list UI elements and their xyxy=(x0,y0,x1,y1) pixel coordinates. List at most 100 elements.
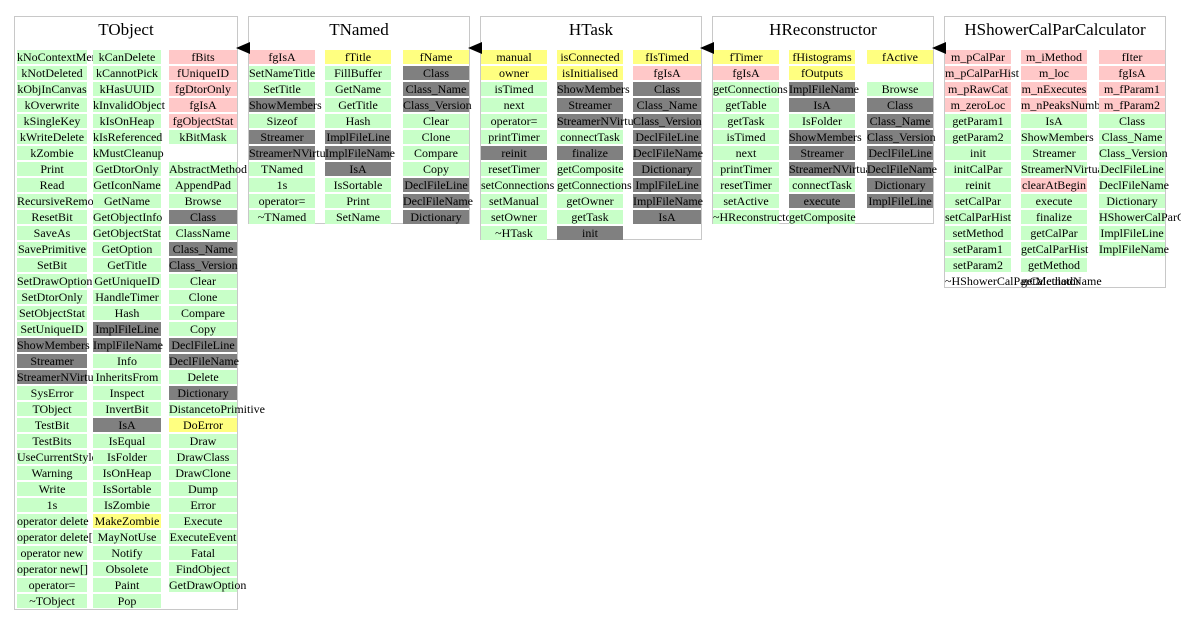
method: getParam2 xyxy=(945,130,1011,144)
dictionary-member: ImplFileName xyxy=(325,146,395,160)
dictionary-member: DeclFileName xyxy=(169,354,239,368)
method: Inspect xyxy=(93,386,161,400)
method: AppendPad xyxy=(169,178,237,192)
method: SetNameTitle xyxy=(249,66,316,80)
data-member: m_loc xyxy=(1021,66,1087,80)
method: ImplFileLine xyxy=(1099,226,1165,240)
method: kBitMask xyxy=(169,130,237,144)
dictionary-member: ImplFileLine xyxy=(325,130,391,144)
data-member: m_pCalPar xyxy=(945,50,1011,64)
method: ~TNamed xyxy=(249,210,315,224)
highlighted-member: isInitialised xyxy=(557,66,623,80)
method: printTimer xyxy=(481,130,547,144)
method: Write xyxy=(17,482,87,496)
dictionary-member: ImplFileLine xyxy=(93,322,161,336)
dictionary-member: Streamer xyxy=(17,354,87,368)
data-member: fgDtorOnly xyxy=(169,82,237,96)
data-member: m_nExecutes xyxy=(1021,82,1087,96)
class-title: HShowerCalParCalculator xyxy=(964,20,1146,39)
method: Print xyxy=(325,194,391,208)
member-column: fActive Browse Class Class_Name Class_Versio… xyxy=(867,50,937,210)
method: SetTitle xyxy=(249,82,315,96)
method: getConnections xyxy=(557,178,632,192)
data-member: fgIsA xyxy=(249,50,315,64)
data-member: fUniqueID xyxy=(169,66,237,80)
method: setParam2 xyxy=(945,258,1011,272)
method: Notify xyxy=(93,546,161,560)
dictionary-member: Class_Version xyxy=(169,258,238,272)
member-column: kNoContextMenu kNotDeleted kObjInCanvas kOv… xyxy=(17,50,105,610)
class-box-tobject: TObject kNoContextMenu kNotDeleted kObjInC… xyxy=(14,16,265,610)
member-column: fHistograms fOutputs ImplFileName IsA IsFold… xyxy=(789,50,875,226)
highlighted-member: fTimer xyxy=(713,50,779,64)
data-member: m_pRawCat xyxy=(945,82,1011,96)
method: kOverwrite xyxy=(17,98,87,112)
method: Browse xyxy=(867,82,933,96)
class-box-hshowercalparcalculator: HShowerCalParCalculator m_pCalPar m_pCalP… xyxy=(944,16,1181,290)
method: connectTask xyxy=(557,130,623,144)
method: Class xyxy=(1099,114,1165,128)
method: GetObjectInfo xyxy=(93,210,163,224)
highlighted-member: fActive xyxy=(867,50,933,64)
method: TestBit xyxy=(17,418,87,432)
method: Clone xyxy=(403,130,469,144)
class-box-tnamed: TNamed fgIsA SetNameTitle SetTitle ShowMemb… xyxy=(248,16,473,226)
data-member: m_fParam2 xyxy=(1099,98,1165,112)
method: getCalPar xyxy=(1021,226,1087,240)
member-column: manual owner isTimed next operator= printTime… xyxy=(481,50,554,242)
highlighted-member: fTitle xyxy=(325,50,391,64)
method: Clone xyxy=(169,290,237,304)
method: kCanDelete xyxy=(93,50,161,64)
method: TNamed xyxy=(249,162,315,176)
method: UseCurrentStyle xyxy=(17,450,97,464)
method: MayNotUse xyxy=(93,530,161,544)
method: SetDrawOption xyxy=(17,274,93,288)
dictionary-member: DeclFileLine xyxy=(867,146,933,160)
highlighted-member: manual xyxy=(481,50,547,64)
class-title: TObject xyxy=(98,20,154,39)
method: GetObjectStat xyxy=(93,226,161,240)
method: operator new[] xyxy=(17,562,88,576)
data-member: fgIsA xyxy=(169,98,237,112)
method: InheritsFrom xyxy=(93,370,161,384)
method: initCalPar xyxy=(945,162,1011,176)
dictionary-member: Class xyxy=(867,98,933,112)
method: HShowerCalParCalculator xyxy=(1099,210,1181,224)
member-column: fIter fgIsA m_fParam1 m_fParam2 Class Class_N… xyxy=(1099,50,1181,258)
method: kIsOnHeap xyxy=(93,114,161,128)
method: GetOption xyxy=(93,242,161,256)
dictionary-member: finalize xyxy=(557,146,623,160)
method: execute xyxy=(1021,194,1087,208)
method: DeclFileName xyxy=(1099,178,1169,192)
method: 1s xyxy=(17,498,87,512)
method: isTimed xyxy=(481,82,547,96)
method: Obsolete xyxy=(93,562,161,576)
method: setManual xyxy=(481,194,547,208)
method: setMethod xyxy=(945,226,1011,240)
method: next xyxy=(713,146,779,160)
method: operator new xyxy=(17,546,87,560)
method: GetTitle xyxy=(325,98,391,112)
dictionary-member: Class xyxy=(633,82,701,96)
method: DeclFileLine xyxy=(1099,162,1165,176)
method: IsOnHeap xyxy=(93,466,161,480)
method: operator= xyxy=(17,578,87,592)
member-column: fTitle FillBuffer GetName GetTitle Hash ImplF… xyxy=(325,50,395,226)
method: Hash xyxy=(325,114,391,128)
method: SetName xyxy=(325,210,391,224)
method: ClassName xyxy=(169,226,237,240)
method: IsA xyxy=(1021,114,1087,128)
method: Browse xyxy=(169,194,237,208)
member-column: m_pCalPar m_pCalParHist m_pRawCat m_zeroLoc… xyxy=(945,50,1079,290)
method: GetIconName xyxy=(93,178,161,192)
dictionary-member: ShowMembers xyxy=(557,82,630,96)
dictionary-member: StreamerNVirtual xyxy=(789,162,875,176)
method: IsFolder xyxy=(93,450,161,464)
method: Error xyxy=(169,498,237,512)
dictionary-member: IsA xyxy=(93,418,161,432)
method: kObjInCanvas xyxy=(17,82,87,96)
dictionary-member: Class_Name xyxy=(867,114,933,128)
member-column: fName Class Class_Name Class_Version Clear Cl… xyxy=(403,50,473,226)
method: GetName xyxy=(325,82,391,96)
